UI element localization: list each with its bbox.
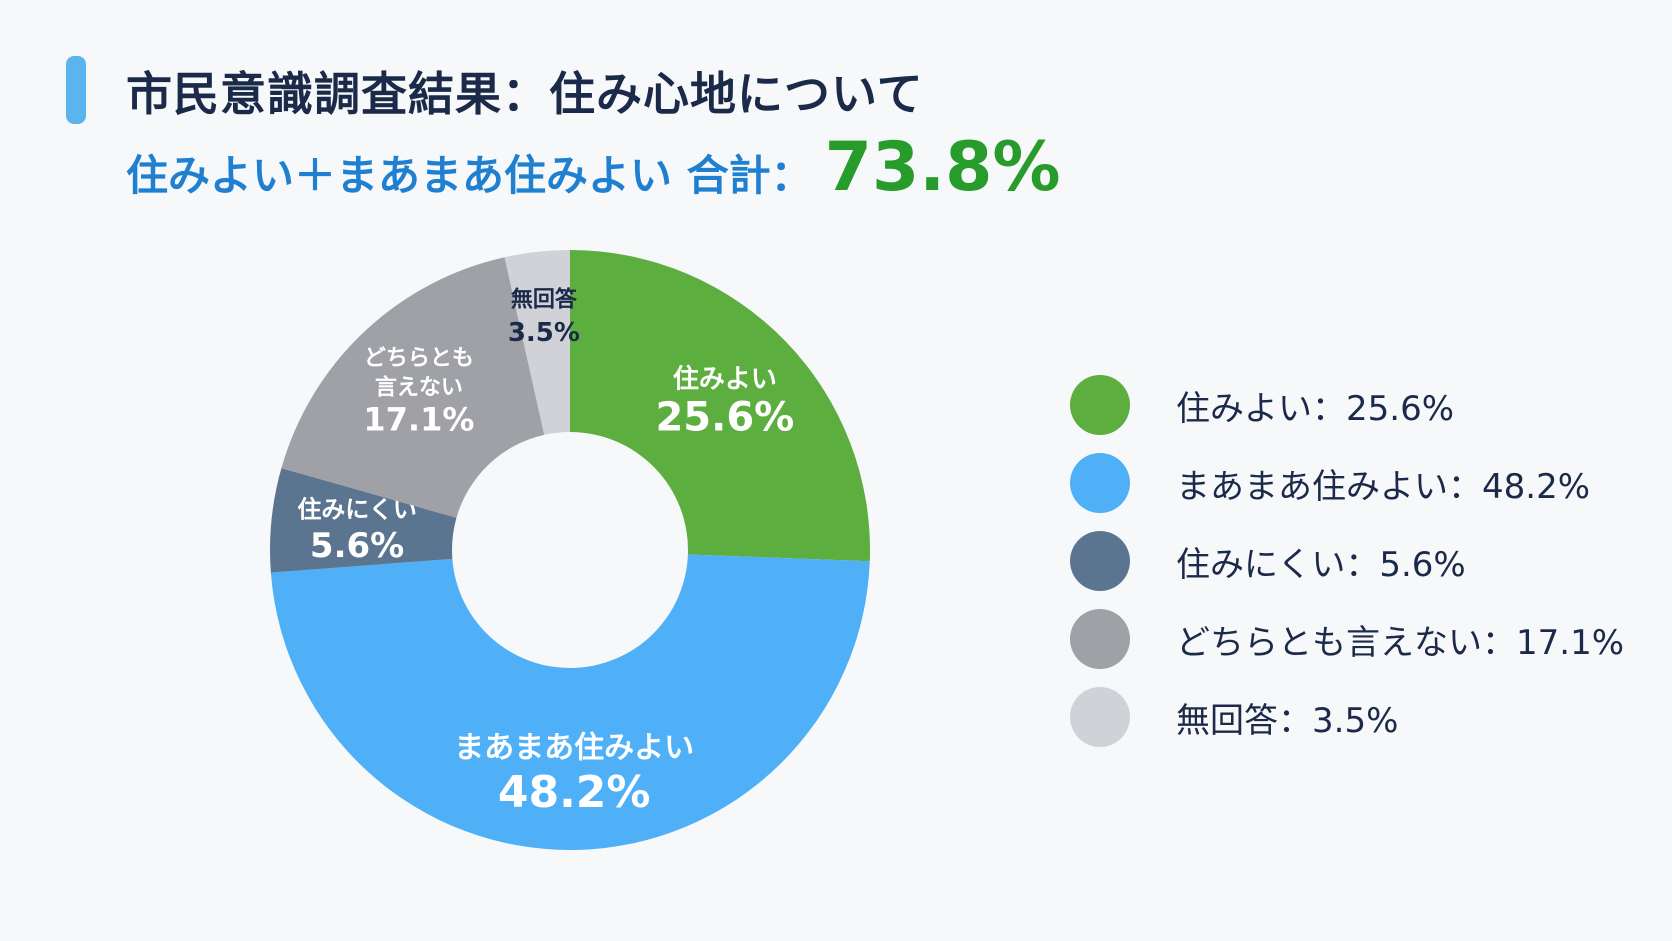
legend-swatch-0 xyxy=(1070,375,1130,435)
title-accent-bar xyxy=(66,56,86,124)
subtitle-total-value: 73.8% xyxy=(824,128,1061,207)
legend-label-1: まあまあ住みよい：48.2% xyxy=(1176,466,1591,507)
chart-legend: 住みよい：25.6% まあまあ住みよい：48.2% 住みにくい：5.6% どちらとも言… xyxy=(1070,366,1624,756)
slice-label-value-2: 5.6% xyxy=(310,526,404,566)
donut-slice-3 xyxy=(281,257,545,518)
legend-item-1: まあまあ住みよい：48.2% xyxy=(1070,444,1624,522)
donut-slice-2 xyxy=(270,468,457,573)
page-title: 市民意識調査結果：住み心地について xyxy=(126,67,924,121)
slice-label-name-3-1: 言えない xyxy=(375,375,463,401)
legend-label-0: 住みよい：25.6% xyxy=(1176,388,1455,429)
legend-item-2: 住みにくい：5.6% xyxy=(1070,522,1624,600)
legend-swatch-2 xyxy=(1070,531,1130,591)
slice-label-value-3: 17.1% xyxy=(363,401,474,439)
legend-label-4: 無回答：3.5% xyxy=(1176,700,1399,741)
donut-slice-4 xyxy=(504,250,570,435)
legend-item-0: 住みよい：25.6% xyxy=(1070,366,1624,444)
slice-label-value-0: 25.6% xyxy=(655,394,794,440)
slice-label-name-1-0: まあまあ住みよい xyxy=(454,731,694,766)
slice-label-value-1: 48.2% xyxy=(498,767,651,818)
legend-item-3: どちらとも言えない：17.1% xyxy=(1070,600,1624,678)
legend-label-3: どちらとも言えない：17.1% xyxy=(1176,622,1625,663)
donut-slice-0 xyxy=(570,250,871,562)
slice-label-name-4-0: 無回答 xyxy=(511,286,578,312)
donut-slice-1 xyxy=(270,554,870,851)
legend-label-2: 住みにくい：5.6% xyxy=(1176,544,1466,585)
legend-swatch-1 xyxy=(1070,453,1130,513)
donut-chart: 住みよい 25.6% まあまあ住みよい 48.2% 住みにくい 5.6% どちらとも 言えない… xyxy=(240,220,900,880)
legend-item-4: 無回答：3.5% xyxy=(1070,678,1624,756)
legend-swatch-3 xyxy=(1070,609,1130,669)
donut-chart-svg: 住みよい25.6%まあまあ住みよい48.2%住みにくい5.6%どちらとも言えない… xyxy=(270,250,871,851)
slice-label-value-4: 3.5% xyxy=(508,318,580,348)
subtitle: 住みよい＋まあまあ住みよい 合計： 73.8% xyxy=(126,128,1061,207)
slice-label-name-0-0: 住みよい xyxy=(673,363,777,394)
legend-swatch-4 xyxy=(1070,687,1130,747)
subtitle-label: 住みよい＋まあまあ住みよい 合計： xyxy=(126,151,813,200)
slice-label-name-3-0: どちらとも xyxy=(364,346,474,371)
